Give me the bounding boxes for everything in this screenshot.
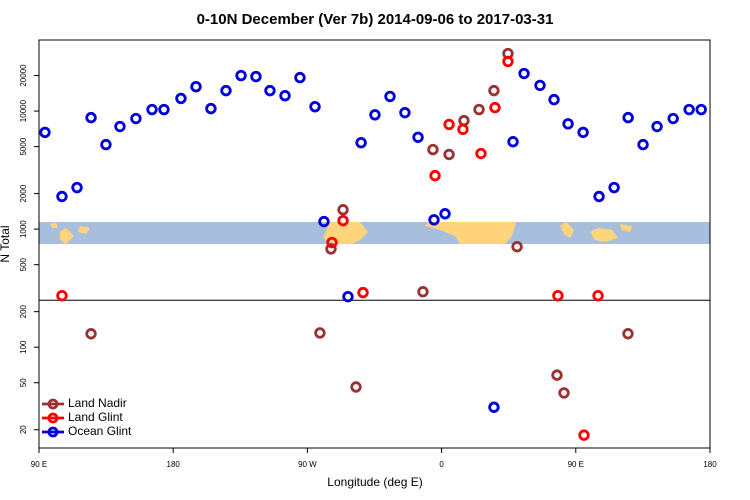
- y-tick-label: 20: [19, 425, 28, 434]
- y-tick-label: 2000: [19, 184, 28, 202]
- x-tick-label: 180: [703, 460, 717, 469]
- y-tick-label: 10000: [19, 99, 28, 122]
- point: [369, 109, 381, 121]
- point: [457, 123, 469, 136]
- x-axis-label: Longitude (deg E): [327, 475, 422, 489]
- point: [130, 112, 142, 125]
- point: [511, 240, 523, 253]
- point: [622, 328, 634, 340]
- point: [428, 214, 440, 226]
- point: [488, 84, 500, 97]
- point: [190, 80, 202, 93]
- point: [337, 204, 349, 216]
- point: [695, 103, 707, 116]
- point: [667, 112, 679, 125]
- point: [114, 120, 126, 133]
- y-tick-label: 100: [19, 340, 28, 354]
- plot-frame: [38, 39, 711, 449]
- point: [146, 103, 158, 116]
- point: [175, 92, 187, 105]
- x-tick-label: 90 W: [298, 460, 317, 469]
- y-tick-label: 500: [19, 257, 28, 271]
- x-tick-label: 180: [167, 460, 181, 469]
- x-tick-label: 0: [439, 460, 444, 469]
- point: [439, 208, 451, 220]
- point: [578, 429, 590, 441]
- chart-title: 0-10N December (Ver 7b) 2014-09-06 to 20…: [197, 11, 554, 28]
- point: [355, 136, 367, 149]
- point: [489, 101, 501, 114]
- point: [71, 181, 83, 194]
- point: [429, 169, 441, 182]
- point: [552, 290, 564, 302]
- point: [427, 143, 439, 156]
- legend-label: Ocean Glint: [68, 424, 132, 438]
- point: [399, 106, 411, 119]
- point: [562, 118, 574, 130]
- point: [220, 84, 232, 97]
- point: [683, 103, 695, 116]
- x-tick-label: 90 E: [31, 460, 47, 469]
- y-axis-label: N Total: [0, 225, 12, 262]
- map-strip: [39, 222, 710, 244]
- legend-marker: [47, 398, 59, 410]
- point: [357, 286, 369, 299]
- point: [622, 111, 634, 124]
- point: [100, 138, 112, 151]
- y-tick-label: 1000: [19, 220, 28, 238]
- point: [56, 190, 68, 203]
- point: [443, 148, 455, 161]
- point: [458, 114, 470, 127]
- y-tick-label: 20000: [19, 64, 28, 87]
- point: [39, 126, 51, 139]
- point: [551, 369, 563, 381]
- point: [558, 387, 570, 399]
- point: [279, 89, 291, 102]
- point: [337, 214, 349, 227]
- y-tick-label: 200: [19, 304, 28, 318]
- point: [473, 103, 485, 116]
- point: [314, 327, 326, 339]
- point: [518, 67, 530, 80]
- point: [325, 243, 337, 255]
- point: [488, 401, 500, 413]
- point: [264, 84, 276, 97]
- y-tick-label: 5000: [19, 137, 28, 155]
- legend-label: Land Nadir: [68, 396, 127, 410]
- point: [318, 215, 330, 228]
- point: [326, 236, 338, 249]
- point: [577, 126, 589, 139]
- point: [637, 138, 649, 151]
- point: [502, 55, 514, 68]
- point: [384, 90, 396, 103]
- point: [608, 181, 620, 194]
- point: [56, 290, 68, 302]
- point: [158, 103, 170, 116]
- point: [85, 328, 97, 340]
- point: [412, 131, 424, 143]
- legend-label: Land Glint: [68, 410, 123, 424]
- point: [417, 286, 429, 298]
- x-tick-label: 90 E: [568, 460, 584, 469]
- point: [235, 69, 247, 82]
- point: [85, 111, 97, 124]
- point: [350, 381, 362, 393]
- point: [651, 120, 663, 133]
- point: [309, 100, 321, 113]
- point: [592, 290, 604, 302]
- point: [475, 147, 487, 160]
- point: [294, 71, 306, 84]
- legend-marker: [47, 412, 59, 424]
- legend-marker: [47, 426, 59, 438]
- point: [534, 79, 546, 92]
- point: [593, 190, 605, 203]
- point: [507, 136, 519, 148]
- point: [342, 290, 354, 303]
- point: [548, 93, 560, 106]
- point: [443, 118, 455, 131]
- point: [205, 102, 217, 115]
- y-tick-label: 50: [19, 378, 28, 387]
- point: [250, 70, 262, 83]
